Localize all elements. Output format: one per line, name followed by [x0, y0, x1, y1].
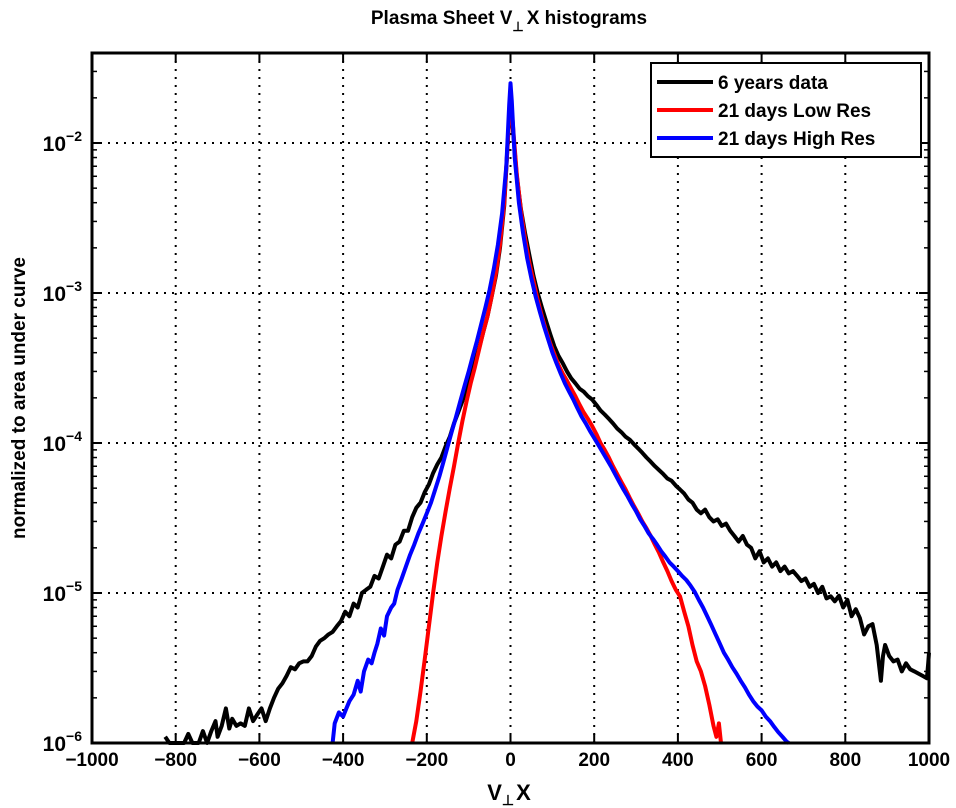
x-tick-label: −1000	[65, 750, 118, 771]
x-tick-label: −400	[322, 750, 365, 771]
x-axis-label-main: V	[487, 780, 502, 805]
y-tick-label: 10−3	[43, 278, 83, 306]
x-axis-label-subscript: ⊥	[502, 792, 514, 808]
y-tick-label: 10−5	[43, 578, 83, 606]
series-line-3	[330, 81, 790, 745]
x-tick-label: 0	[505, 750, 516, 771]
x-axis-label-suffix: X	[516, 780, 531, 805]
chart-title-suffix: X histograms	[527, 8, 647, 29]
x-tick-label: 800	[829, 750, 861, 771]
chart-title-main: Plasma Sheet V	[371, 8, 513, 29]
legend: 6 years data 21 days Low Res 21 days High …	[650, 62, 922, 158]
legend-label-1: 6 years data	[718, 73, 828, 94]
x-tick-label: 1000	[908, 750, 950, 771]
x-tick-label: 600	[746, 750, 778, 771]
x-axis-label: V⊥X	[487, 780, 531, 808]
chart-title: Plasma Sheet V⊥ X histograms	[371, 8, 647, 34]
legend-label-2: 21 days Low Res	[718, 101, 871, 122]
chart-title-subscript: ⊥	[512, 19, 523, 34]
series-line-2	[410, 95, 723, 744]
x-tick-label: 200	[578, 750, 610, 771]
x-tick-label: 400	[662, 750, 694, 771]
x-axis-ticks: −1000 −800 −600 −400 −200 0 200 400 600 800 1000	[65, 53, 950, 771]
series-layer	[163, 81, 931, 745]
x-tick-label: −200	[405, 750, 448, 771]
grid-lines	[92, 53, 929, 743]
y-axis-label: normalized to area under curve	[9, 257, 30, 539]
x-tick-label: −600	[238, 750, 281, 771]
y-tick-label: 10−6	[43, 728, 83, 756]
legend-label-3: 21 days High Res	[718, 129, 875, 150]
series-line-1	[163, 102, 931, 745]
y-tick-label: 10−2	[43, 128, 83, 156]
x-tick-label: −800	[154, 750, 197, 771]
y-tick-label: 10−4	[43, 428, 83, 456]
